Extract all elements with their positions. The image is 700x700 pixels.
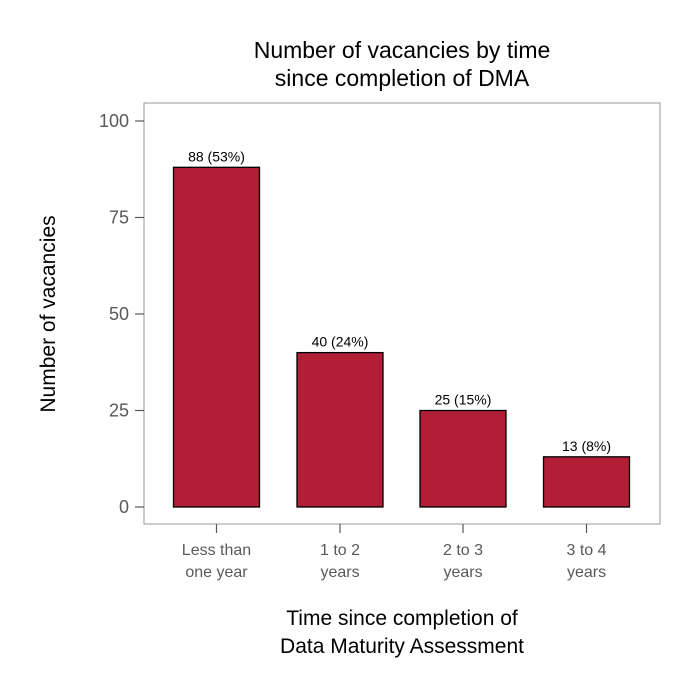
x-tick-label: Less than: [182, 542, 251, 559]
y-tick-label: 100: [99, 111, 129, 131]
y-axis-title: Number of vacancies: [37, 215, 60, 412]
chart-title-line-2: since completion of DMA: [275, 65, 530, 91]
bar-series: [172, 166, 631, 508]
x-tick-label: 1 to 2: [320, 542, 360, 559]
x-axis-title-line-2: Data Maturity Assessment: [280, 635, 524, 658]
y-axis: 0 25 50 75 100: [99, 111, 144, 517]
y-tick-label: 0: [119, 497, 129, 517]
chart-title-line-1: Number of vacancies by time: [254, 37, 551, 63]
x-tick-label: years: [443, 564, 482, 581]
bar: [296, 351, 384, 508]
x-axis: Less than one year 1 to 2 years 2 to 3 years 3…: [182, 524, 607, 581]
x-tick-label: years: [567, 564, 606, 581]
bar-data-label: 40 (24%): [312, 334, 369, 350]
x-tick-label: years: [320, 564, 359, 581]
x-tick-label: 3 to 4: [566, 542, 606, 559]
bar-data-label: 25 (15%): [435, 392, 492, 408]
x-tick-label: one year: [185, 564, 248, 581]
x-tick-label: 2 to 3: [443, 542, 483, 559]
bar: [419, 409, 507, 508]
bar-data-label: 88 (53%): [188, 148, 245, 164]
data-labels: 88 (53%) 40 (24%) 25 (15%) 13 (8%): [188, 148, 611, 454]
bar: [542, 456, 631, 508]
y-tick-label: 50: [109, 304, 129, 324]
bar-data-label: 13 (8%): [562, 438, 611, 454]
bar: [172, 166, 261, 508]
y-tick-label: 75: [109, 208, 129, 228]
y-tick-label: 25: [109, 401, 129, 421]
x-axis-title-line-1: Time since completion of: [286, 607, 518, 630]
